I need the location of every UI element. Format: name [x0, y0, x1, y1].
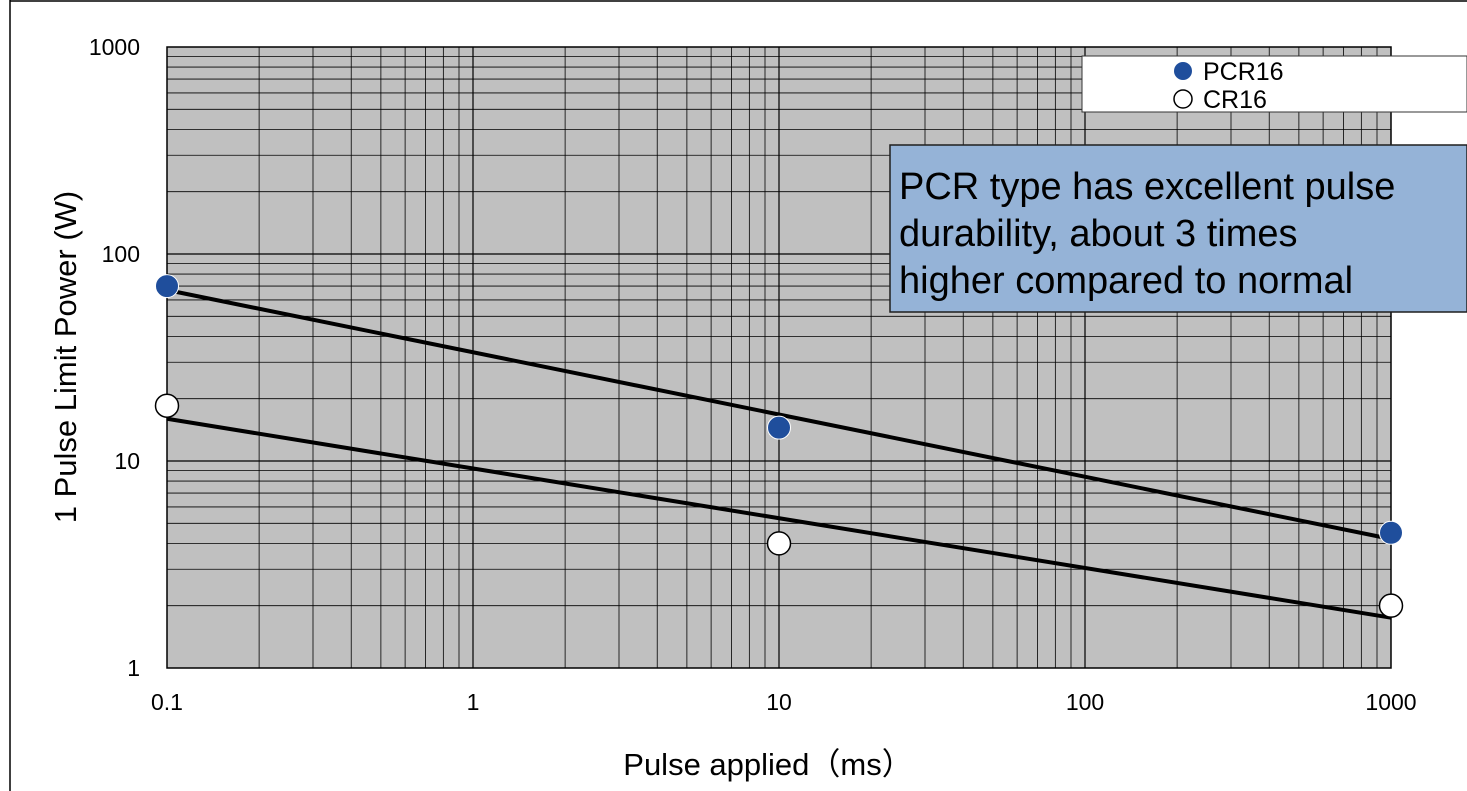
- x-tick-label: 100: [1066, 689, 1104, 715]
- legend: PCR16 CR16: [1081, 55, 1467, 114]
- legend-marker-pcr16: [1174, 62, 1192, 80]
- x-tick-label: 0.1: [151, 689, 183, 715]
- y-tick-label: 100: [102, 241, 140, 267]
- data-points: [154, 274, 1404, 618]
- y-tick-label: 1: [127, 655, 140, 681]
- data-point-pcr16: [1379, 520, 1403, 545]
- y-tick-label: 1000: [89, 34, 140, 60]
- data-point-pcr16: [155, 274, 179, 299]
- data-point-cr16: [766, 531, 792, 556]
- annotation: PCR type has excellent pulse durability,…: [889, 144, 1467, 313]
- trendline-pcr16: [166, 288, 1392, 541]
- annotation-line-2: durability, about 3 times: [899, 213, 1298, 255]
- trendlines: [166, 288, 1392, 620]
- data-point-pcr16: [767, 415, 791, 440]
- annotation-line-3: higher compared to normal: [899, 260, 1353, 302]
- data-point-cr16: [154, 393, 180, 418]
- data-point-cr16: [1378, 593, 1404, 618]
- legend-label-cr16: CR16: [1203, 86, 1267, 114]
- y-axis-label: 1 Pulse Limit Power (W): [48, 191, 83, 523]
- x-tick-label: 10: [766, 689, 792, 715]
- x-axis-ticks: 0.1 1 10 100 1000: [151, 689, 1417, 715]
- x-axis-label: Pulse applied（ms）: [623, 747, 912, 782]
- trendline-cr16: [166, 416, 1392, 620]
- x-tick-label: 1: [467, 689, 480, 715]
- annotation-box: [889, 144, 1467, 313]
- legend-label-pcr16: PCR16: [1203, 58, 1284, 86]
- annotation-line-1: PCR type has excellent pulse: [899, 166, 1395, 208]
- legend-marker-cr16: [1173, 89, 1193, 109]
- x-tick-label: 1000: [1365, 689, 1416, 715]
- y-tick-label: 10: [114, 448, 140, 474]
- y-axis-ticks: 1 10 100 1000: [89, 34, 140, 681]
- legend-box: [1081, 55, 1467, 113]
